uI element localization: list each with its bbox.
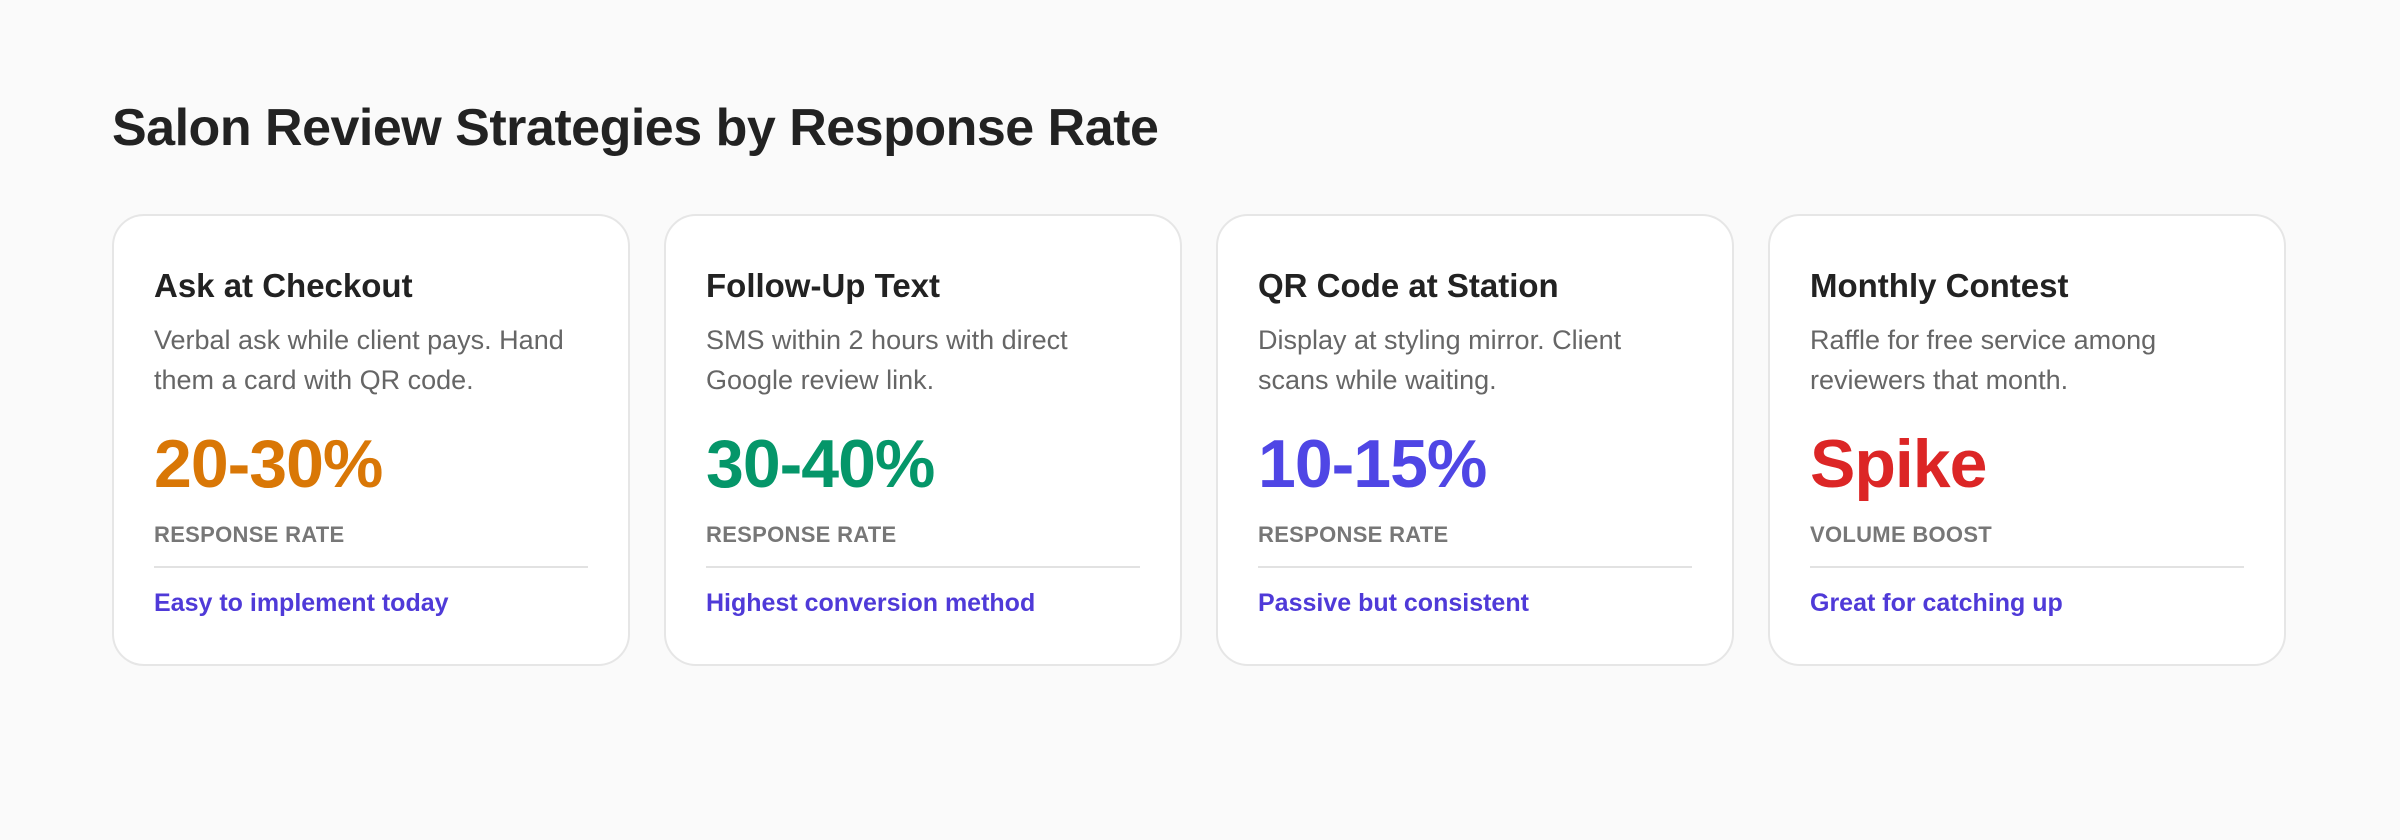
- card-value: 20-30%: [154, 426, 383, 502]
- card-title: Ask at Checkout: [154, 267, 413, 304]
- card-value: 10-15%: [1258, 426, 1487, 502]
- card-description: Raffle for free service among reviewers …: [1810, 325, 2157, 395]
- card-divider: [1810, 566, 2244, 568]
- card-metric-label: VOLUME BOOST: [1810, 522, 1993, 547]
- strategy-card-follow-up-text: Follow-Up Text SMS within 2 hours with d…: [664, 214, 1182, 666]
- card-note: Highest conversion method: [706, 589, 1036, 617]
- card-divider: [1258, 566, 1692, 568]
- card-title: Monthly Contest: [1810, 267, 2069, 304]
- strategy-cards: Ask at Checkout Verbal ask while client …: [112, 214, 2286, 666]
- card-note: Easy to implement today: [154, 589, 449, 617]
- card-divider: [706, 566, 1140, 568]
- card-metric-label: RESPONSE RATE: [706, 522, 897, 547]
- card-title: Follow-Up Text: [706, 267, 941, 304]
- strategy-card-ask-at-checkout: Ask at Checkout Verbal ask while client …: [112, 214, 630, 666]
- card-value: Spike: [1810, 426, 1987, 502]
- card-description: SMS within 2 hours with direct Google re…: [706, 325, 1068, 395]
- strategy-card-monthly-contest: Monthly Contest Raffle for free service …: [1768, 214, 2286, 666]
- card-metric-label: RESPONSE RATE: [154, 522, 345, 547]
- card-description: Verbal ask while client pays. Hand them …: [154, 325, 564, 395]
- card-value: 30-40%: [706, 426, 935, 502]
- page-title: Salon Review Strategies by Response Rate: [112, 99, 1159, 157]
- card-metric-label: RESPONSE RATE: [1258, 522, 1449, 547]
- strategy-card-qr-code-at-station: QR Code at Station Display at styling mi…: [1216, 214, 1734, 666]
- card-note: Great for catching up: [1810, 589, 2063, 617]
- card-divider: [154, 566, 588, 568]
- card-description: Display at styling mirror. Client scans …: [1258, 325, 1622, 395]
- card-title: QR Code at Station: [1258, 267, 1559, 304]
- card-note: Passive but consistent: [1258, 589, 1529, 617]
